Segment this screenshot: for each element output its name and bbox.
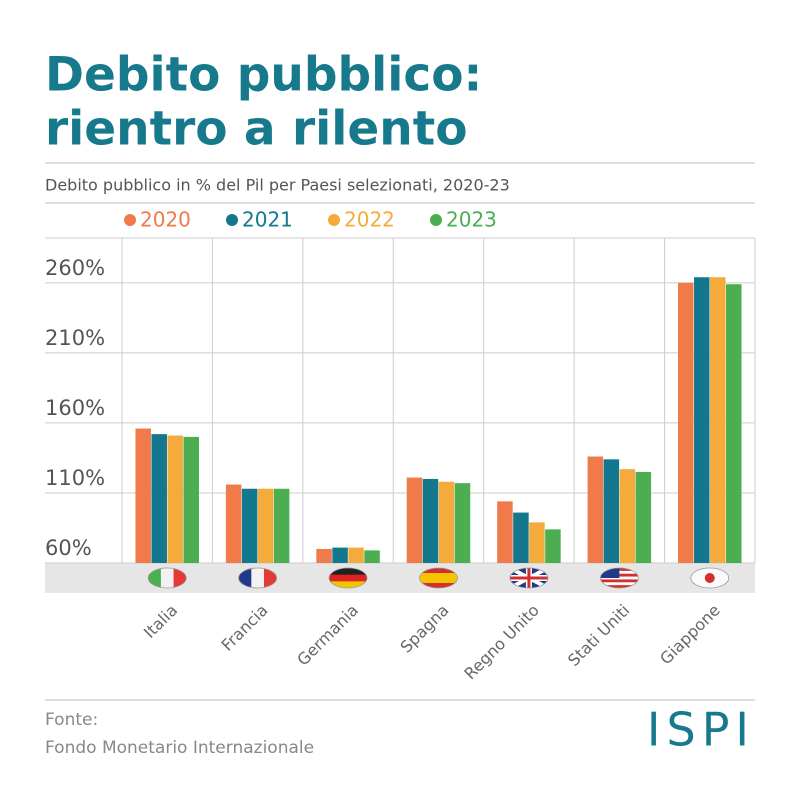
flag-outline <box>690 567 730 589</box>
bar <box>273 488 290 563</box>
flag-canton <box>600 568 620 578</box>
x-tick-label: Francia <box>217 601 271 655</box>
bar <box>587 456 604 563</box>
logo: ISPI <box>647 703 755 757</box>
flag-stripe <box>600 585 639 588</box>
legend-dot <box>124 214 136 226</box>
bar <box>151 434 167 563</box>
flag-stripe <box>419 573 458 579</box>
bar <box>513 512 529 563</box>
bar <box>183 436 199 563</box>
flag-outline <box>238 567 278 589</box>
bar <box>619 469 636 563</box>
flag <box>329 568 368 588</box>
y-tick-label: 110% <box>45 466 105 490</box>
bar <box>257 488 274 563</box>
legend-dot <box>226 214 238 226</box>
flag <box>600 568 639 588</box>
bar <box>454 483 471 563</box>
x-tick-label: Regno Unito <box>460 601 543 684</box>
y-tick-label: 260% <box>45 256 105 280</box>
y-tick-label: 210% <box>45 326 105 350</box>
flag <box>690 568 729 588</box>
bar <box>348 547 364 563</box>
y-tick-label: 60% <box>45 536 92 560</box>
bar <box>603 459 620 563</box>
y-tick-label: 160% <box>45 396 105 420</box>
flag-stripe <box>419 578 458 584</box>
chart-title: Debito pubblico: <box>45 48 482 103</box>
legend-dot <box>328 214 340 226</box>
flag-stripe <box>263 568 277 588</box>
bar <box>678 282 694 563</box>
bar <box>241 488 258 563</box>
chart-title: rientro a rilento <box>45 102 468 157</box>
flag-stripe <box>238 568 252 588</box>
flag-stripe <box>419 583 458 588</box>
bar <box>497 501 513 563</box>
flag-stripe <box>148 568 162 588</box>
bar <box>710 277 726 563</box>
bar <box>438 481 455 563</box>
bar <box>529 522 545 563</box>
bar <box>332 547 348 563</box>
source: Fondo Monetario Internazionale <box>45 738 314 758</box>
flag-stripe <box>160 568 175 588</box>
bar <box>545 529 561 563</box>
flag <box>238 568 277 588</box>
bar <box>364 550 380 563</box>
legend-label: 2021 <box>242 208 293 232</box>
flag-stripe <box>600 582 639 586</box>
flag <box>419 568 458 588</box>
flag-stripe <box>600 579 639 583</box>
bar <box>135 428 151 563</box>
flag-outline <box>328 567 368 589</box>
flag-stripe <box>329 568 368 576</box>
bar <box>167 435 183 563</box>
flag-outline <box>599 567 639 589</box>
bar <box>316 548 332 563</box>
flag-stripe <box>251 568 265 588</box>
x-tick-label: Stati Uniti <box>564 601 633 670</box>
legend-dot <box>430 214 442 226</box>
bar <box>225 484 242 563</box>
flag-outline <box>419 567 458 589</box>
legend-label: 2022 <box>344 208 395 232</box>
flag-stripe <box>600 576 639 580</box>
bar <box>726 284 742 563</box>
flag-stripe <box>329 574 368 582</box>
flag-sun <box>704 573 715 583</box>
flag-cross <box>509 568 548 588</box>
x-tick-label: Spagna <box>396 601 452 657</box>
bar <box>694 277 710 563</box>
flag-stripe <box>173 568 187 588</box>
flag-stripe <box>329 581 368 588</box>
flag-outline <box>509 567 549 589</box>
flag <box>148 568 187 588</box>
flag <box>509 568 548 588</box>
bar <box>422 478 439 563</box>
flag-outline <box>147 567 187 589</box>
legend-label: 2020 <box>140 208 191 232</box>
subtitle: Debito pubblico in % del Pil per Paesi s… <box>45 176 510 195</box>
flag-stripe <box>419 568 458 574</box>
x-tick-label: Giappone <box>656 601 724 669</box>
bar <box>635 471 652 563</box>
legend-label: 2023 <box>446 208 497 232</box>
x-tick-label: Germania <box>293 601 362 670</box>
x-tick-label: Italia <box>140 601 181 642</box>
source-label: Fonte: <box>45 710 98 730</box>
bar <box>406 477 423 563</box>
